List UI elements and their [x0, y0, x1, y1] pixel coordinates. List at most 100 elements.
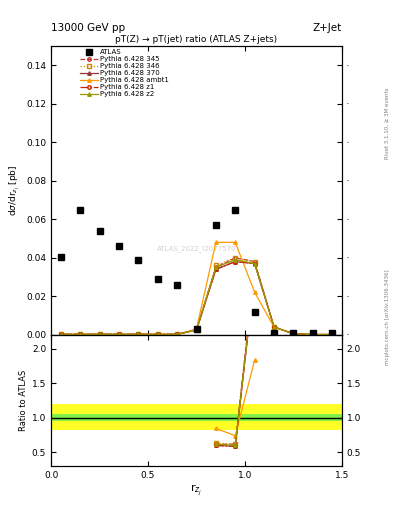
ATLAS — [136, 257, 141, 263]
Y-axis label: d$\sigma$/dr$_{z_j}$ [pb]: d$\sigma$/dr$_{z_j}$ [pb] — [7, 165, 22, 216]
Pythia 6.428 346 — [233, 254, 238, 261]
ATLAS — [252, 309, 257, 315]
Pythia 6.428 345 — [97, 331, 102, 337]
Pythia 6.428 370 — [117, 331, 121, 337]
Pythia 6.428 346 — [59, 331, 63, 337]
Pythia 6.428 z1 — [59, 331, 63, 337]
Pythia 6.428 z1 — [213, 266, 218, 272]
Pythia 6.428 ambt1 — [233, 239, 238, 245]
Pythia 6.428 z1 — [136, 331, 141, 337]
Pythia 6.428 345 — [136, 331, 141, 337]
Pythia 6.428 370 — [78, 331, 83, 337]
Pythia 6.428 ambt1 — [291, 331, 296, 337]
Pythia 6.428 370 — [291, 331, 296, 337]
Legend: ATLAS, Pythia 6.428 345, Pythia 6.428 346, Pythia 6.428 370, Pythia 6.428 ambt1,: ATLAS, Pythia 6.428 345, Pythia 6.428 34… — [80, 49, 169, 97]
Line: Pythia 6.428 346: Pythia 6.428 346 — [59, 256, 334, 336]
ATLAS — [59, 254, 63, 260]
Pythia 6.428 z1 — [78, 331, 83, 337]
Pythia 6.428 346 — [252, 259, 257, 265]
Pythia 6.428 345 — [117, 331, 121, 337]
Pythia 6.428 z2 — [59, 331, 63, 337]
Title: pT(Z) → pT(jet) ratio (ATLAS Z+jets): pT(Z) → pT(jet) ratio (ATLAS Z+jets) — [116, 35, 277, 44]
Pythia 6.428 z1 — [97, 331, 102, 337]
ATLAS — [155, 276, 160, 282]
Pythia 6.428 370 — [233, 259, 238, 265]
ATLAS — [78, 206, 83, 212]
Pythia 6.428 370 — [310, 331, 315, 337]
Pythia 6.428 345 — [310, 331, 315, 337]
Pythia 6.428 z2 — [213, 264, 218, 270]
Pythia 6.428 346 — [213, 262, 218, 268]
Pythia 6.428 ambt1 — [310, 331, 315, 337]
Pythia 6.428 346 — [175, 331, 180, 337]
Pythia 6.428 345 — [194, 327, 199, 333]
Pythia 6.428 345 — [155, 331, 160, 337]
Pythia 6.428 346 — [291, 331, 296, 337]
Pythia 6.428 z2 — [175, 331, 180, 337]
Pythia 6.428 345 — [252, 259, 257, 265]
Pythia 6.428 345 — [330, 331, 334, 337]
ATLAS — [330, 330, 334, 336]
Line: Pythia 6.428 345: Pythia 6.428 345 — [59, 256, 334, 336]
Pythia 6.428 z1 — [175, 331, 180, 337]
Pythia 6.428 345 — [233, 254, 238, 261]
Text: ATLAS_2022_I2077570: ATLAS_2022_I2077570 — [157, 245, 236, 251]
Pythia 6.428 ambt1 — [194, 326, 199, 332]
Pythia 6.428 ambt1 — [272, 324, 276, 330]
Pythia 6.428 z1 — [155, 331, 160, 337]
Pythia 6.428 370 — [59, 331, 63, 337]
Pythia 6.428 ambt1 — [175, 331, 180, 337]
Pythia 6.428 ambt1 — [117, 331, 121, 337]
Pythia 6.428 345 — [59, 331, 63, 337]
Pythia 6.428 z2 — [233, 257, 238, 263]
Pythia 6.428 345 — [272, 324, 276, 330]
Pythia 6.428 z2 — [155, 331, 160, 337]
Pythia 6.428 ambt1 — [97, 331, 102, 337]
ATLAS — [97, 228, 102, 234]
X-axis label: r$_{z_j}$: r$_{z_j}$ — [190, 482, 203, 498]
Pythia 6.428 ambt1 — [136, 331, 141, 337]
Pythia 6.428 z2 — [117, 331, 121, 337]
Line: ATLAS: ATLAS — [58, 207, 335, 335]
Pythia 6.428 z1 — [291, 331, 296, 337]
Pythia 6.428 z1 — [117, 331, 121, 337]
Pythia 6.428 370 — [272, 324, 276, 330]
Pythia 6.428 z1 — [252, 261, 257, 267]
Pythia 6.428 370 — [175, 331, 180, 337]
Pythia 6.428 346 — [330, 331, 334, 337]
Pythia 6.428 346 — [272, 324, 276, 330]
Pythia 6.428 346 — [310, 331, 315, 337]
Line: Pythia 6.428 370: Pythia 6.428 370 — [59, 260, 334, 336]
Pythia 6.428 z2 — [78, 331, 83, 337]
Pythia 6.428 ambt1 — [330, 331, 334, 337]
Pythia 6.428 345 — [213, 264, 218, 270]
Pythia 6.428 z2 — [272, 324, 276, 330]
Pythia 6.428 346 — [97, 331, 102, 337]
Line: Pythia 6.428 ambt1: Pythia 6.428 ambt1 — [59, 241, 334, 336]
Y-axis label: Ratio to ATLAS: Ratio to ATLAS — [19, 370, 28, 431]
Pythia 6.428 z2 — [330, 331, 334, 337]
Pythia 6.428 ambt1 — [213, 239, 218, 245]
ATLAS — [310, 330, 315, 336]
Pythia 6.428 370 — [330, 331, 334, 337]
Pythia 6.428 345 — [175, 331, 180, 337]
Pythia 6.428 370 — [194, 327, 199, 333]
Pythia 6.428 z1 — [330, 331, 334, 337]
ATLAS — [233, 206, 238, 212]
Pythia 6.428 ambt1 — [59, 331, 63, 337]
Pythia 6.428 z2 — [252, 261, 257, 267]
Pythia 6.428 z2 — [97, 331, 102, 337]
Text: Rivet 3.1.10, ≥ 3M events: Rivet 3.1.10, ≥ 3M events — [385, 87, 390, 159]
Pythia 6.428 z2 — [194, 327, 199, 333]
Pythia 6.428 345 — [291, 331, 296, 337]
Pythia 6.428 z2 — [291, 331, 296, 337]
Pythia 6.428 370 — [97, 331, 102, 337]
Pythia 6.428 z2 — [310, 331, 315, 337]
ATLAS — [117, 243, 121, 249]
Text: 13000 GeV pp: 13000 GeV pp — [51, 23, 125, 33]
Pythia 6.428 ambt1 — [78, 331, 83, 337]
ATLAS — [194, 326, 199, 332]
ATLAS — [213, 222, 218, 228]
Pythia 6.428 346 — [136, 331, 141, 337]
Pythia 6.428 z1 — [272, 324, 276, 330]
